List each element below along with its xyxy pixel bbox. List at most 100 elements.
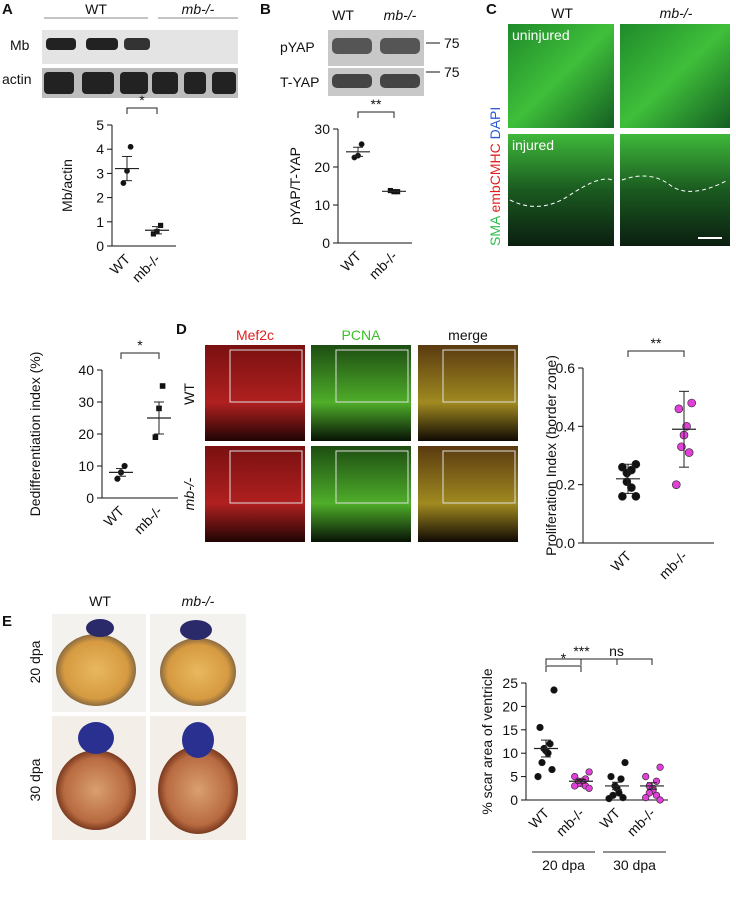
data-point [121,462,128,470]
blot-band [332,38,372,54]
panel-label: E [2,613,12,630]
data-point [622,477,632,487]
blot-header: WT [85,1,107,17]
row-label: 20 dpa [27,640,43,683]
scar-region [182,722,214,758]
y-tick-label: 0.0 [556,535,576,551]
data-point [605,794,613,803]
significance-bracket [357,111,395,118]
data-point [127,143,134,150]
border-line [621,175,729,192]
data-point [571,772,579,781]
significance-label: ns [609,643,624,659]
y-tick-label: 15 [502,722,518,738]
significance-bracket [120,352,160,359]
x-tick-label: mb-/- [553,805,588,840]
blot-band [46,38,76,50]
column-label: WT [89,593,111,609]
significance-bracket [545,665,582,672]
micrograph [418,345,518,441]
y-tick-label: 0.4 [556,418,576,434]
significance-bracket [545,658,618,665]
data-point [585,768,593,776]
y-tick-label: 3 [96,165,104,181]
y-tick-label: 10 [502,745,518,761]
micrograph [311,446,411,542]
data-point [677,442,686,452]
data-point [652,777,661,785]
y-axis-label: % scar area of ventricle [479,668,495,814]
scar-region [86,619,114,637]
y-tick-label: 4 [96,141,104,157]
data-point [536,723,544,732]
blot-band [124,38,150,50]
scar-region [78,722,114,754]
data-point [617,775,625,783]
y-tick-label: 0 [510,792,518,808]
significance-label: ** [371,96,382,112]
y-tick-label: 20 [502,698,518,714]
x-tick-label: mb-/- [656,548,691,583]
column-label: PCNA [342,327,382,343]
x-tick-label: mb-/- [129,251,164,286]
x-tick-label: WT [100,502,127,529]
data-point [585,784,593,792]
row-label: 30 dpa [27,758,43,801]
blot-header: WT [332,7,354,23]
data-point [548,765,556,774]
y-tick-label: 10 [314,197,330,213]
stain-label: SMA [487,215,503,246]
micrograph [205,446,305,542]
y-tick-label: 1 [96,214,104,230]
y-tick-label: 0 [96,238,104,254]
data-point [152,434,159,440]
stain-label: embCMHC [487,143,503,212]
y-tick-label: 0 [322,235,330,251]
y-tick-label: 5 [510,769,518,785]
y-tick-label: 0 [86,490,94,506]
micrograph [508,24,614,128]
data-point [671,480,681,489]
stain-legend: SMA embCMHC DAPI [487,107,503,246]
border-line [509,178,613,207]
y-axis-label: Proliferation Index (border zone) [543,355,559,556]
significance-label: * [137,337,143,353]
data-point [631,492,641,501]
group-label: 30 dpa [613,857,656,873]
data-point [642,772,650,781]
micrograph [620,134,730,246]
y-axis-label: Dedifferentiation index (%) [27,352,43,517]
data-point [159,383,166,389]
column-label: WT [551,5,573,21]
data-point [627,483,636,492]
data-point [158,222,164,229]
y-tick-label: 5 [96,117,104,133]
blot-row-label: Mb [10,37,30,53]
data-point [351,154,358,161]
heart-section [160,638,236,706]
micrograph [418,446,518,542]
heart-section [158,746,238,834]
y-axis-label: Mb/actin [59,159,75,212]
heart-section [56,750,136,830]
data-point [607,772,615,781]
micrograph [508,134,614,246]
blot-band [380,38,420,54]
data-point [619,794,627,802]
data-point [656,763,664,771]
scar-region [180,620,212,640]
micrograph [311,345,411,441]
significance-label: *** [573,643,590,659]
data-point [687,398,697,408]
data-point [358,141,365,148]
y-tick-label: 25 [502,675,518,691]
micrograph [205,345,305,441]
panel-label: D [176,321,187,338]
significance-label: * [139,92,145,108]
column-label: merge [448,327,488,343]
data-point [546,740,554,748]
y-tick-label: 30 [314,121,330,137]
data-point [652,791,661,799]
